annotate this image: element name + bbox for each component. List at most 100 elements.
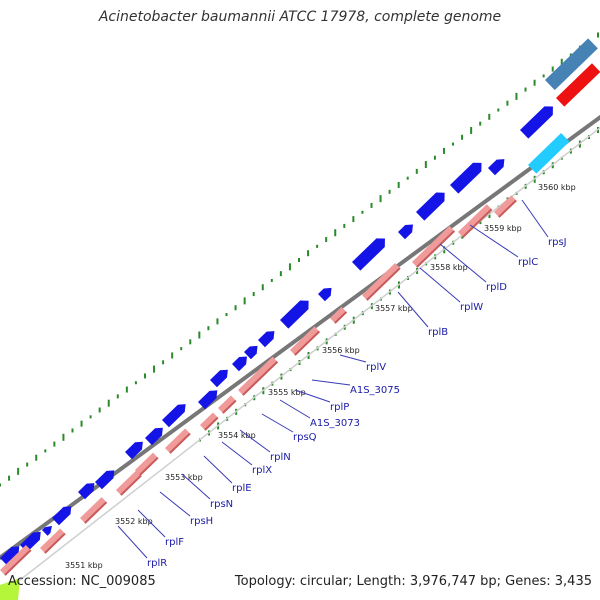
cds-arrow xyxy=(42,525,52,536)
gene-leader xyxy=(159,491,191,517)
kbp-label: 3557 kbp xyxy=(375,304,413,313)
gene-segment xyxy=(116,470,142,496)
cds-arrow-shape xyxy=(0,546,20,566)
gene-segment-edge xyxy=(462,208,493,238)
cds-arrow-shape xyxy=(145,427,163,446)
cds-arrow-shape xyxy=(416,192,445,221)
gene-segment-edge xyxy=(120,474,142,496)
gene-segment xyxy=(80,497,108,524)
cds-arrow-shape xyxy=(210,369,228,388)
gene-leader xyxy=(397,291,429,328)
cds-arrow xyxy=(78,483,95,500)
gene-label: rplB xyxy=(428,327,448,338)
cds-arrow-shape xyxy=(244,345,258,360)
gene-segment-edge xyxy=(4,549,32,576)
gene-segment-fill xyxy=(80,497,108,524)
gene-leader xyxy=(521,199,549,238)
gene-leader xyxy=(239,429,271,453)
gene-segment-edge xyxy=(44,532,66,554)
gene-label: rplX xyxy=(252,465,272,476)
map-title: Acinetobacter baumannii ATCC 17978, comp… xyxy=(98,9,502,25)
gene-segment xyxy=(290,326,321,356)
gene-segment xyxy=(0,544,32,576)
gene-segment-fill xyxy=(218,395,237,414)
gene-leader xyxy=(294,389,331,403)
gene-segment-fill xyxy=(494,195,517,218)
gene-segment-fill xyxy=(165,428,191,454)
cds-arrow-shape xyxy=(232,356,247,372)
cds-arrow xyxy=(488,159,505,176)
kbp-label: 3553 kbp xyxy=(165,473,203,482)
gene-label: A1S_3075 xyxy=(350,385,400,396)
gene-segment xyxy=(412,225,455,268)
gene-segment-fill xyxy=(412,225,455,268)
gene-leader xyxy=(261,413,294,433)
cds-arrow-shape xyxy=(280,300,309,329)
gene-segment-fill xyxy=(362,263,401,301)
gene-leader xyxy=(203,455,233,484)
label-layer: 3551 kbp 3552 kbp 3553 kbp 3554 kbp 3555 kbp… xyxy=(65,183,576,570)
kbp-label: 3551 kbp xyxy=(65,561,103,570)
gene-segment xyxy=(165,428,191,454)
cds-arrow xyxy=(162,404,186,428)
cds-arrow-shape xyxy=(125,441,143,460)
outer-tracks xyxy=(0,38,600,600)
gene-label: A1S_3073 xyxy=(310,418,360,429)
gene-segment-edge xyxy=(139,456,159,476)
kbp-label: 3558 kbp xyxy=(430,263,468,272)
gene-segment-edge xyxy=(334,311,348,324)
cds-arrow xyxy=(416,192,445,221)
accession-label: Accession: NC_009085 xyxy=(8,574,156,589)
gene-leader xyxy=(311,379,351,386)
gene-leader xyxy=(137,509,166,538)
kbp-label: 3559 kbp xyxy=(484,224,522,233)
cds-arrow-shape xyxy=(198,390,218,410)
gene-label: rplC xyxy=(518,257,538,268)
cds-arrow-shape xyxy=(42,525,52,536)
cds-arrow xyxy=(244,345,258,360)
gene-leader xyxy=(419,267,461,303)
cds-arrow xyxy=(318,287,332,302)
gene-segment-fill xyxy=(40,528,66,554)
gene-label: rpsJ xyxy=(548,237,567,248)
gene-label: rplR xyxy=(147,558,167,569)
cds-arrow-shape xyxy=(318,287,332,302)
gene-leader xyxy=(181,473,211,500)
cds-track xyxy=(0,106,553,566)
cds-arrow xyxy=(198,390,218,410)
gene-segment xyxy=(135,452,159,476)
track-cyan xyxy=(528,133,570,174)
gene-leader xyxy=(117,525,148,559)
gene-label: rpsQ xyxy=(293,432,317,443)
backbone-outer xyxy=(0,114,600,561)
gene-label: rplN xyxy=(270,452,291,463)
track-red-fill xyxy=(556,63,600,107)
gene-segment-fill xyxy=(238,356,279,396)
cds-arrow-shape xyxy=(95,470,115,490)
gene-segment-edge xyxy=(416,230,455,268)
cds-arrow-shape xyxy=(162,404,186,428)
gene-label: rplV xyxy=(366,362,386,373)
gene-segment-edge xyxy=(222,399,237,414)
gene-segment xyxy=(458,204,493,238)
gene-segment-edge xyxy=(84,501,108,524)
gene-leader xyxy=(221,441,253,466)
gene-segment-fill xyxy=(200,412,219,431)
gene-segment-fill xyxy=(0,544,32,576)
gene-segment-edge xyxy=(204,416,219,431)
cds-arrow xyxy=(398,224,413,240)
kbp-label: 3555 kbp xyxy=(268,388,306,397)
cds-arrow xyxy=(232,356,247,372)
backbone-inner xyxy=(19,126,600,581)
cds-arrow xyxy=(210,369,228,388)
cds-arrow-shape xyxy=(258,331,275,348)
kbp-label: 3560 kbp xyxy=(538,183,576,192)
gene-segment-edge xyxy=(169,432,191,454)
cds-arrow-shape xyxy=(52,506,72,526)
gene-segment-fill xyxy=(116,470,142,496)
gene-segment-fill xyxy=(458,204,493,238)
gene-segment xyxy=(330,306,348,324)
kbp-label: 3554 kbp xyxy=(218,431,256,440)
gene-segment xyxy=(494,195,517,218)
